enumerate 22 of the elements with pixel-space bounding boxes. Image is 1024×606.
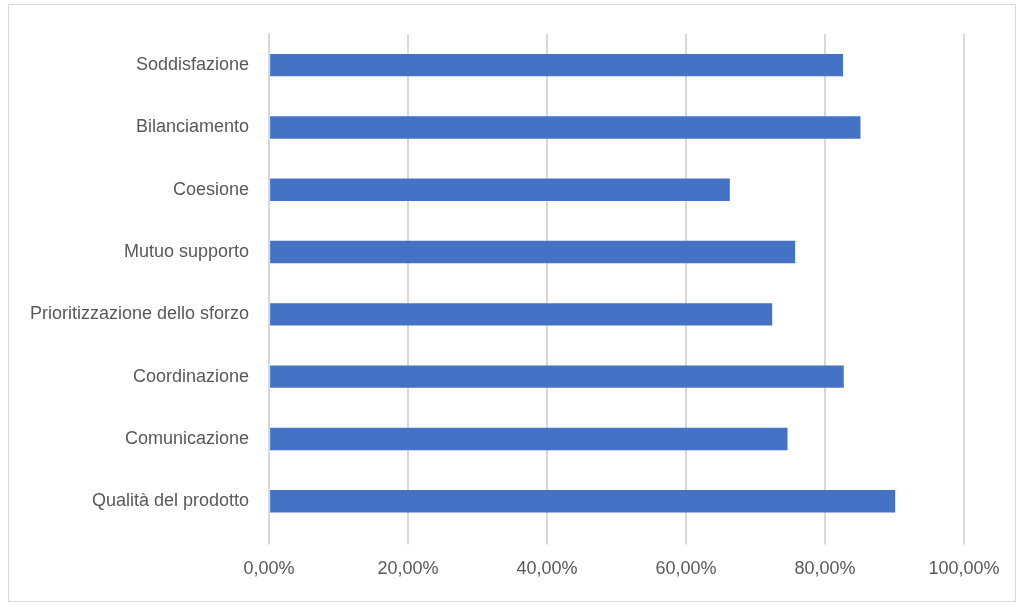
x-tick-label: 100,00% [928,558,1000,579]
x-tick-label: 80,00% [794,558,856,579]
x-tick-label: 60,00% [655,558,717,579]
y-tick-label: Comunicazione [125,427,250,448]
bar [270,365,844,388]
y-tick-label: Mutuo supporto [124,241,250,262]
y-tick-label: Bilanciamento [136,116,250,137]
bar [270,303,773,326]
y-tick-label: Coesione [173,178,250,199]
bar [270,116,861,139]
x-tick-label: 0,00% [243,558,295,579]
y-tick-label: Qualità del prodotto [91,490,250,511]
bar [270,53,844,77]
x-tick-label: 20,00% [377,558,439,579]
bar [270,427,788,451]
y-tick-label: Coordinazione [133,365,250,386]
x-tick-label: 40,00% [516,558,578,579]
bar [270,178,730,201]
bar [270,490,896,513]
bar [270,240,796,264]
y-tick-label: Soddisfazione [136,54,250,75]
y-tick-label: Prioritizzazione dello sforzo [30,303,250,324]
